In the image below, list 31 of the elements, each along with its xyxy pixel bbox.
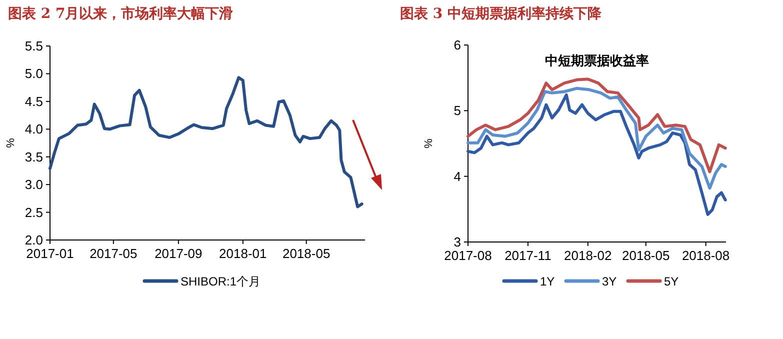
y-tick-label: 4.0 — [24, 122, 43, 137]
x-tick-label: 2017-09 — [154, 246, 202, 261]
y-axis-title: % — [5, 138, 17, 148]
y-tick-label: 2.5 — [24, 204, 43, 220]
y-tick-label: 3.5 — [24, 149, 43, 164]
y-axis-title: % — [423, 138, 435, 148]
x-tick-label: 2017-11 — [504, 248, 552, 263]
legend-label: 5Y — [664, 274, 679, 288]
legend-label: SHIBOR:1个月 — [180, 274, 261, 288]
x-tick-label: 2018-05 — [282, 246, 330, 261]
text: 中短期票据收益率 — [545, 53, 649, 69]
y-tick-label: 4.5 — [24, 94, 43, 109]
x-tick-label: 2017-05 — [90, 246, 138, 261]
y-tick-label: 6 — [454, 38, 461, 52]
y-tick-label: 5 — [454, 103, 461, 118]
legend-label: 3Y — [602, 274, 617, 288]
y-tick-label: 2.0 — [24, 232, 43, 248]
chart-title: 图表 2 7月以来，市场利率大幅下滑 — [8, 5, 234, 22]
legend-label: 1Y — [540, 274, 555, 288]
y-tick-label: 3.0 — [24, 177, 43, 192]
y-tick-label: 5.5 — [24, 38, 43, 54]
x-tick-label: 2018-01 — [219, 246, 267, 261]
chart-title: 图表 3 中短期票据利率持续下降 — [400, 5, 602, 22]
x-tick-label: 2017-08 — [444, 248, 492, 263]
x-tick-label: 2017-01 — [26, 246, 74, 261]
y-tick-label: 3 — [454, 234, 461, 250]
y-tick-label: 5.0 — [24, 66, 43, 82]
y-tick-label: 4 — [454, 168, 461, 184]
x-tick-label: 2018-08 — [682, 248, 730, 263]
x-tick-label: 2018-02 — [564, 248, 612, 263]
x-tick-label: 2018-05 — [622, 248, 670, 263]
